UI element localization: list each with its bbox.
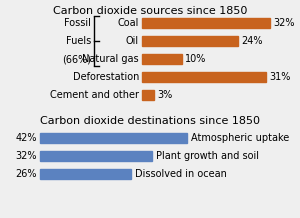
Bar — [142, 72, 266, 82]
Text: Dissolved in ocean: Dissolved in ocean — [135, 169, 227, 179]
Text: Atmospheric uptake: Atmospheric uptake — [191, 133, 289, 143]
Bar — [40, 169, 131, 179]
Text: Cement and other: Cement and other — [50, 90, 139, 100]
Text: 3%: 3% — [157, 90, 172, 100]
Bar — [40, 151, 152, 161]
Bar — [142, 18, 270, 28]
Text: Fuels: Fuels — [66, 36, 91, 46]
Text: Fossil: Fossil — [64, 18, 91, 28]
Text: Natural gas: Natural gas — [82, 54, 139, 64]
Text: (66%): (66%) — [62, 54, 91, 64]
Bar — [142, 54, 182, 64]
Text: Oil: Oil — [126, 36, 139, 46]
Text: Carbon dioxide destinations since 1850: Carbon dioxide destinations since 1850 — [40, 116, 260, 126]
Text: 31%: 31% — [269, 72, 290, 82]
Text: Deforestation: Deforestation — [73, 72, 139, 82]
Bar — [142, 90, 154, 100]
Bar — [40, 133, 187, 143]
Text: Coal: Coal — [118, 18, 139, 28]
Text: 26%: 26% — [16, 169, 37, 179]
Text: 32%: 32% — [273, 18, 295, 28]
Text: Carbon dioxide sources since 1850: Carbon dioxide sources since 1850 — [53, 6, 247, 16]
Text: 24%: 24% — [241, 36, 262, 46]
Text: 32%: 32% — [16, 151, 37, 161]
Text: 10%: 10% — [185, 54, 206, 64]
Text: Plant growth and soil: Plant growth and soil — [156, 151, 259, 161]
Text: 42%: 42% — [16, 133, 37, 143]
Bar — [142, 36, 238, 46]
